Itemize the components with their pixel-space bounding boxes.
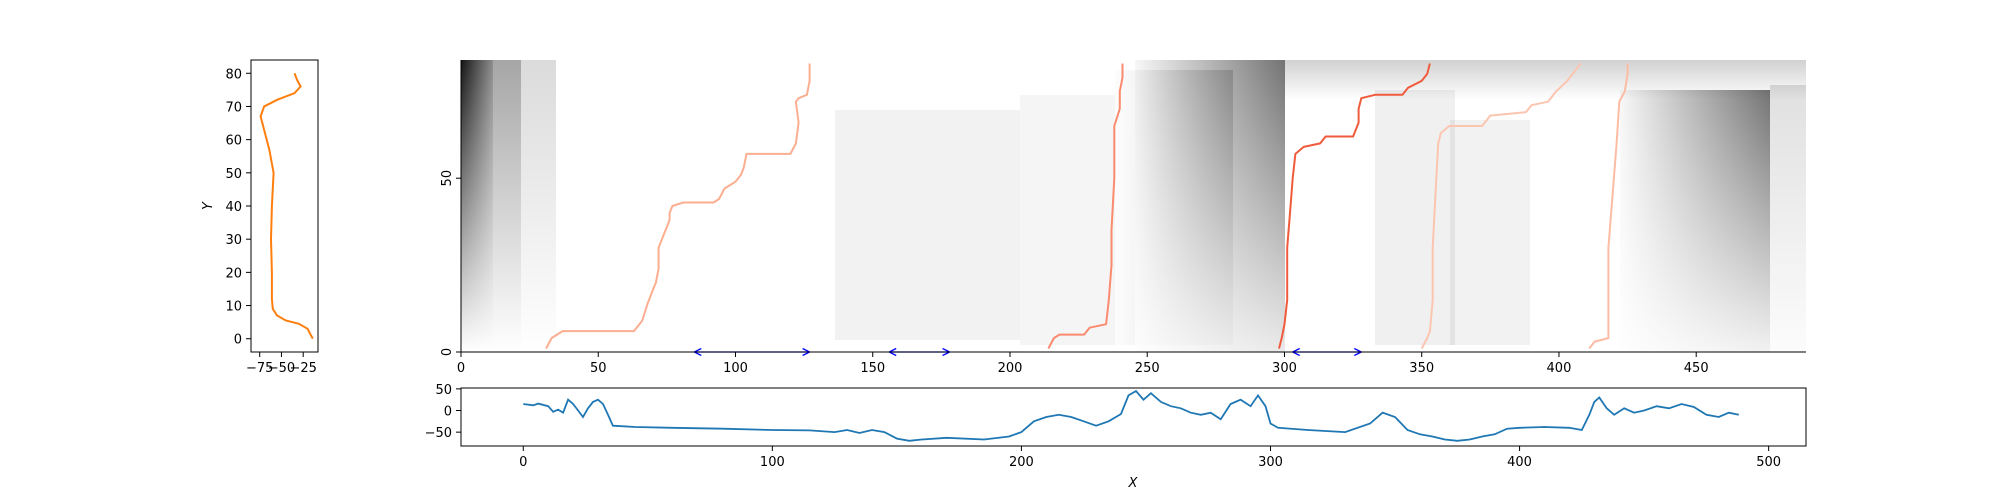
bottom-x-tick-label: 500: [1756, 455, 1781, 470]
heatmap-x-tick-label: 250: [1135, 361, 1160, 376]
left-y-tick-label: 20: [225, 266, 242, 281]
heatmap-x-tick-label: 300: [1272, 361, 1297, 376]
left-y-tick-label: 70: [225, 100, 242, 115]
heatmap-x-tick-label: 50: [590, 361, 607, 376]
heatmap-x-tick-label: 0: [457, 361, 465, 376]
heatmap-x-tick-label: 450: [1684, 361, 1709, 376]
left-y-tick-label: 80: [225, 67, 242, 82]
left-y-tick-label: 10: [225, 300, 242, 315]
heatmap-y-ticks: 0 50: [440, 170, 461, 356]
heatmap-paths: [545, 62, 1629, 350]
heatmap-x-tick-label: 400: [1547, 361, 1572, 376]
bottom-x-axis-label: X: [1128, 476, 1139, 491]
heatmap-y-tick-label: 50: [440, 170, 455, 187]
bottom-x-tick-label: 200: [1009, 455, 1034, 470]
bottom-signal-panel: 500−50 0 100 200 300 400 500 X: [425, 383, 1807, 491]
heatmap-panel: 0 50 100 150 200 250 300 350 400 450 0 50: [440, 60, 1806, 376]
heatmap-path-3: [1278, 63, 1431, 349]
heatmap-y-tick-label: 0: [440, 348, 455, 356]
left-profile-panel: 0 10 20 30 40 50 60 70 80 −75−50−25 Y: [201, 59, 319, 376]
heatmap-path-4: [1420, 62, 1582, 349]
bottom-x-tick-label: 400: [1507, 455, 1532, 470]
bottom-x-tick-label: 0: [519, 455, 527, 470]
bottom-x-tick-label: 100: [760, 455, 785, 470]
heatmap-path-2: [1047, 63, 1124, 349]
heatmap-x-tick-label: 100: [723, 361, 748, 376]
bottom-y-tick-label: 50: [435, 383, 452, 398]
bottom-y-tick-label: 0: [444, 405, 452, 420]
signal-line: [523, 389, 1739, 442]
left-y-axis-label: Y: [201, 201, 216, 210]
bottom-y-ticks: 50 0 −50: [425, 383, 461, 441]
heatmap-x-tick-label: 350: [1409, 361, 1434, 376]
bottom-x-tick-label: 300: [1258, 455, 1283, 470]
heatmap-x-tick-label: 200: [998, 361, 1023, 376]
left-y-tick-label: 30: [225, 233, 242, 248]
left-x-tick-label: −75: [246, 361, 273, 376]
heatmap-image: [461, 60, 1806, 352]
bottom-y-tick-label: −50: [425, 426, 452, 441]
bottom-panel-frame: [460, 387, 1807, 447]
left-panel-frame: [250, 59, 319, 353]
left-x-ticks: −75−50−25: [246, 352, 317, 376]
heatmap-x-ticks: 0 50 100 150 200 250 300 350 400 450: [457, 352, 1709, 376]
heatmap-path-5: [1588, 63, 1629, 350]
left-y-tick-label: 50: [225, 167, 242, 182]
left-y-tick-label: 40: [225, 200, 242, 215]
left-x-tick-label: −50: [268, 361, 295, 376]
left-y-tick-label: 0: [234, 333, 242, 348]
profile-line: [259, 72, 314, 340]
heatmap-x-tick-label: 150: [860, 361, 885, 376]
heatmap-path-1: [545, 63, 811, 349]
left-y-ticks: 0 10 20 30 40 50 60 70 80: [225, 67, 251, 348]
left-y-tick-label: 60: [225, 134, 242, 149]
bottom-x-ticks: 0 100 200 300 400 500: [519, 446, 1781, 470]
left-x-tick-label: −25: [289, 361, 316, 376]
